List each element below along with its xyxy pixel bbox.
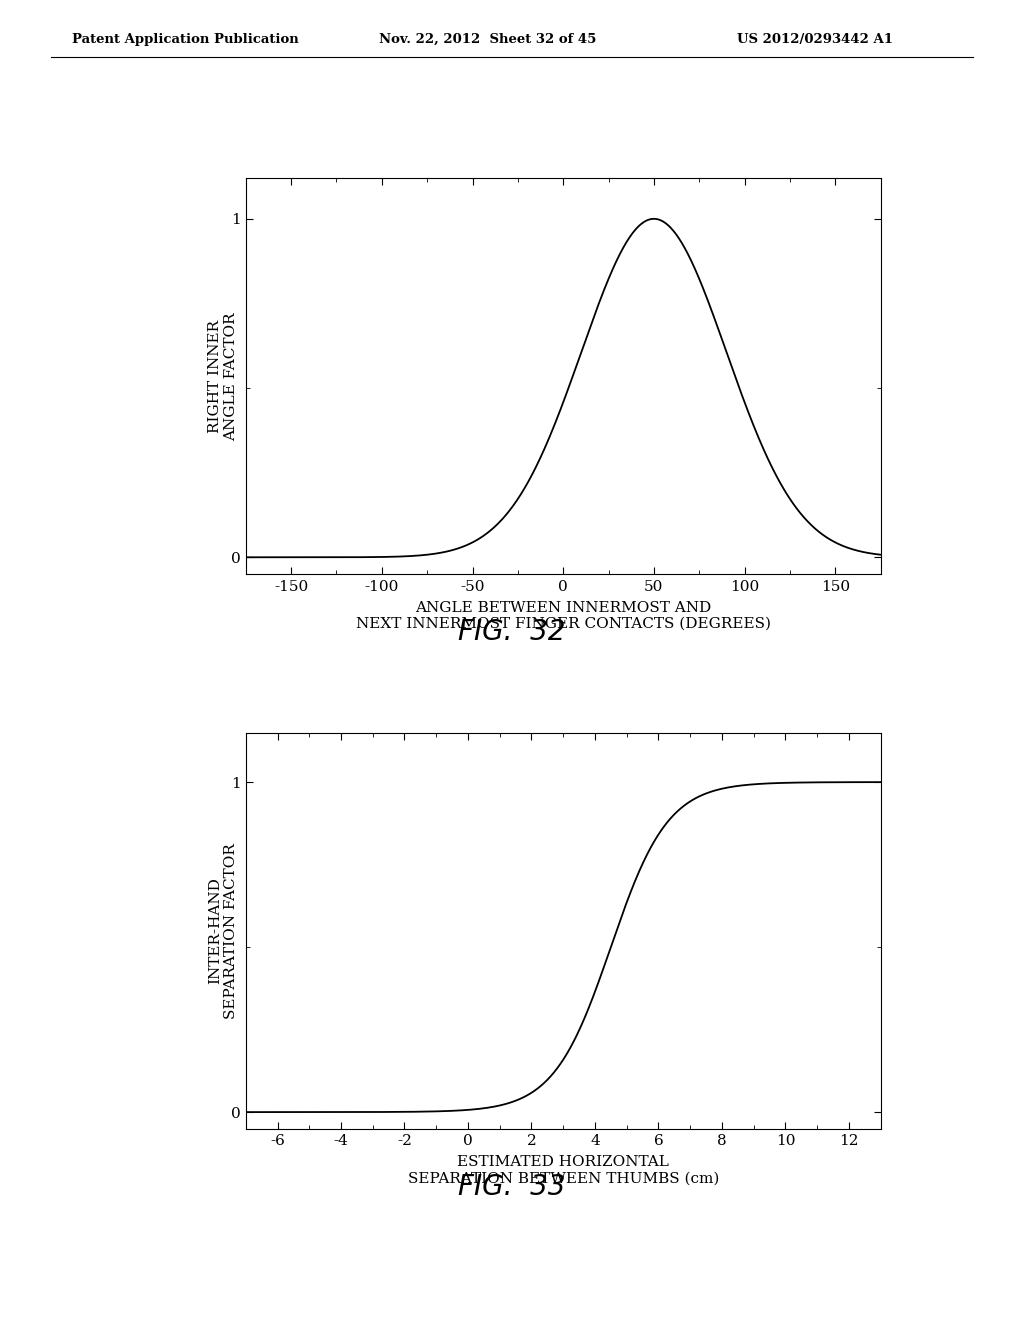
Y-axis label: RIGHT INNER
ANGLE FACTOR: RIGHT INNER ANGLE FACTOR [208,312,238,441]
Text: FIG.  32: FIG. 32 [459,618,565,647]
X-axis label: ANGLE BETWEEN INNERMOST AND
NEXT INNERMOST FINGER CONTACTS (DEGREES): ANGLE BETWEEN INNERMOST AND NEXT INNERMO… [355,601,771,631]
Text: Nov. 22, 2012  Sheet 32 of 45: Nov. 22, 2012 Sheet 32 of 45 [379,33,596,46]
Text: FIG.  33: FIG. 33 [459,1172,565,1201]
Y-axis label: INTER-HAND
SEPARATION FACTOR: INTER-HAND SEPARATION FACTOR [208,842,238,1019]
X-axis label: ESTIMATED HORIZONTAL
SEPARATION BETWEEN THUMBS (cm): ESTIMATED HORIZONTAL SEPARATION BETWEEN … [408,1155,719,1185]
Text: US 2012/0293442 A1: US 2012/0293442 A1 [737,33,893,46]
Text: Patent Application Publication: Patent Application Publication [72,33,298,46]
